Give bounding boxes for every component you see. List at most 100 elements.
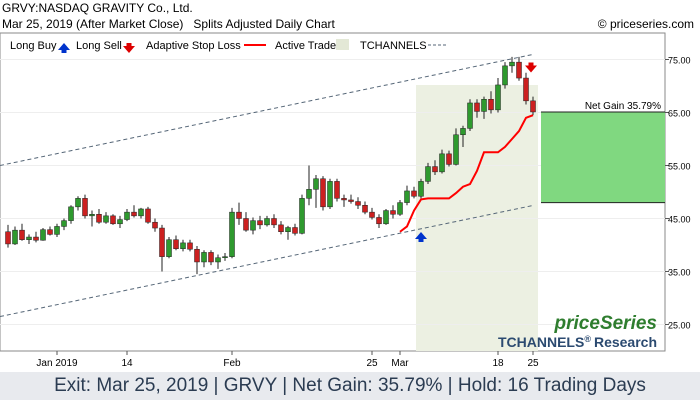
y-tick-label: 35.00: [668, 268, 691, 278]
candle-body: [33, 236, 39, 241]
candle-body: [243, 218, 249, 231]
candle-body: [47, 229, 53, 235]
candle-body: [292, 227, 298, 234]
legend: Long Buy Long Sell Adaptive Stop Loss Ac…: [4, 36, 448, 54]
candle-body: [376, 217, 382, 225]
x-tick-label: 18: [492, 358, 504, 369]
candle-body: [474, 102, 480, 112]
copyright: © priceseries.com: [597, 17, 694, 31]
x-tick-label: 14: [121, 358, 133, 369]
candle-body: [26, 236, 32, 240]
trade-signals: [415, 62, 537, 243]
x-tick-label: 25: [366, 358, 378, 369]
trade-summary-footer: Exit: Mar 25, 2019 | GRVY | Net Gain: 35…: [0, 372, 700, 400]
candle-body: [201, 252, 207, 263]
legend-long-buy: Long Buy: [10, 40, 57, 52]
candle-body: [54, 226, 60, 235]
candle-body: [131, 211, 137, 217]
net-gain-box: Net Gain 35.79%: [541, 101, 665, 204]
candle-body: [68, 206, 74, 221]
candle-body: [299, 198, 305, 234]
candle-body: [341, 198, 347, 201]
candle-body: [334, 181, 340, 199]
y-tick-label: 45.00: [668, 215, 691, 225]
candle-body: [439, 153, 445, 173]
chart-kind: Splits Adjusted Daily Chart: [193, 17, 335, 31]
x-tick-label: Jan 2019: [36, 358, 78, 369]
candle-body: [306, 189, 312, 199]
candle-body: [418, 181, 424, 197]
y-tick-label: 65.00: [668, 109, 691, 119]
candle-body: [215, 257, 221, 263]
candle-body: [523, 77, 529, 102]
chart-date-line: Mar 25, 2019 (After Market Close) Splits…: [2, 17, 335, 31]
candle-body: [278, 224, 284, 233]
long-sell-arrow-icon: [525, 62, 537, 73]
candle-body: [40, 229, 46, 241]
x-tick-label: Mar: [391, 358, 409, 369]
legend-stop-loss: Adaptive Stop Loss: [146, 40, 241, 52]
price-chart: Net Gain 35.79% 25.00 35.00 45.00 55.00 65.0…: [0, 32, 691, 369]
candle-body: [222, 256, 228, 258]
session-date: Mar 25, 2019 (After Market Close): [2, 17, 184, 31]
y-tick-label: 25.00: [668, 321, 691, 331]
net-gain-label: Net Gain 35.79%: [585, 101, 661, 112]
candle-body: [348, 199, 354, 202]
active-trade-swatch: [336, 39, 349, 50]
candle-body: [397, 202, 403, 215]
up-arrow-icon: [58, 43, 70, 53]
candle-body: [460, 128, 466, 136]
candle-body: [180, 242, 186, 249]
candle-body: [355, 201, 361, 206]
candle-body: [124, 211, 130, 220]
watermark-reg: ®: [584, 334, 591, 344]
candle-body: [425, 166, 431, 182]
candle-body: [19, 229, 25, 240]
candle-body: [285, 227, 291, 232]
candle-body: [453, 134, 459, 165]
candle-body: [152, 221, 158, 229]
candle-body: [257, 220, 263, 226]
candle-body: [61, 220, 67, 227]
candle-body: [320, 178, 326, 208]
candle-body: [103, 215, 109, 223]
candle-body: [5, 231, 11, 245]
x-tick-label: 25: [527, 358, 539, 369]
candle-body: [264, 218, 270, 226]
candle-body: [327, 181, 333, 208]
candle-body: [488, 99, 494, 111]
candle-body: [82, 198, 88, 217]
candle-body: [313, 178, 319, 190]
candle-body: [187, 242, 193, 250]
candle-body: [166, 239, 172, 257]
candle-body: [145, 208, 151, 223]
chart-title: GRVY:NASDAQ GRAVITY Co., Ltd.: [2, 1, 193, 15]
candle-body: [481, 99, 487, 112]
watermark-suffix: Research: [594, 334, 657, 350]
candle-body: [89, 214, 95, 217]
candle-body: [117, 219, 123, 225]
y-axis: 25.00 35.00 45.00 55.00 65.00 75.00: [665, 56, 691, 331]
candle-body: [502, 65, 508, 86]
legend-long-sell: Long Sell: [76, 40, 122, 52]
legend-active-trade: Active Trade: [275, 40, 336, 52]
candle-body: [467, 102, 473, 129]
y-tick-label: 55.00: [668, 162, 691, 172]
candle-body: [446, 153, 452, 165]
y-tick-label: 75.00: [668, 56, 691, 66]
candle-body: [138, 208, 144, 217]
candle-body: [509, 61, 515, 67]
candle-body: [495, 84, 501, 111]
candle-body: [411, 190, 417, 197]
adaptive-stop-loss-line: [399, 114, 534, 233]
candle-body: [271, 218, 277, 226]
candle-body: [173, 239, 179, 249]
candle-body: [236, 211, 242, 219]
legend-tchannels: TCHANNELS: [360, 40, 427, 52]
candle-body: [12, 229, 18, 245]
candle-body: [229, 211, 235, 257]
candle-body: [208, 252, 214, 263]
candles: [5, 56, 536, 275]
candle-body: [516, 61, 522, 79]
